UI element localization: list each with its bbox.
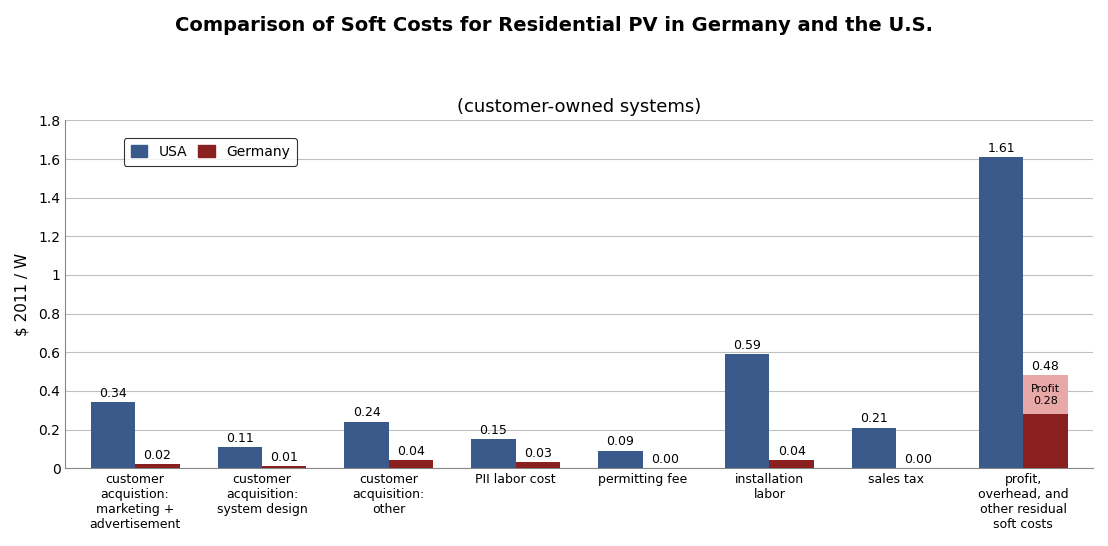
Text: 0.24: 0.24: [352, 406, 380, 419]
Legend: USA, Germany: USA, Germany: [124, 138, 297, 166]
Bar: [769, 460, 814, 468]
Bar: [135, 464, 179, 468]
Text: Comparison of Soft Costs for Residential PV in Germany and the U.S.: Comparison of Soft Costs for Residential…: [175, 16, 933, 35]
Bar: [345, 422, 389, 468]
Y-axis label: $ 2011 / W: $ 2011 / W: [16, 253, 30, 336]
Text: 0.00: 0.00: [904, 453, 933, 466]
Text: 0.15: 0.15: [480, 424, 507, 437]
Text: 1.61: 1.61: [987, 142, 1015, 155]
Bar: [91, 402, 135, 468]
Bar: [852, 428, 896, 468]
Text: 0.34: 0.34: [99, 387, 126, 400]
Text: 0.04: 0.04: [778, 445, 806, 458]
Bar: [725, 354, 769, 468]
Text: 0.00: 0.00: [650, 453, 679, 466]
Title: (customer-owned systems): (customer-owned systems): [456, 98, 701, 116]
Text: 0.09: 0.09: [606, 436, 635, 448]
Bar: [1023, 376, 1068, 414]
Text: 0.11: 0.11: [226, 431, 254, 444]
Bar: [598, 451, 643, 468]
Bar: [515, 462, 561, 468]
Text: Profit
0.28: Profit 0.28: [1030, 384, 1060, 406]
Text: 0.03: 0.03: [524, 447, 552, 460]
Text: 0.04: 0.04: [397, 445, 425, 458]
Bar: [978, 157, 1023, 468]
Text: 0.02: 0.02: [143, 449, 172, 462]
Text: 0.59: 0.59: [733, 339, 761, 352]
Text: 0.21: 0.21: [860, 412, 888, 425]
Text: 0.01: 0.01: [270, 451, 298, 464]
Bar: [261, 466, 307, 468]
Bar: [1023, 414, 1068, 468]
Bar: [389, 460, 433, 468]
Bar: [217, 447, 261, 468]
Text: 0.48: 0.48: [1032, 360, 1059, 373]
Bar: [471, 439, 515, 468]
